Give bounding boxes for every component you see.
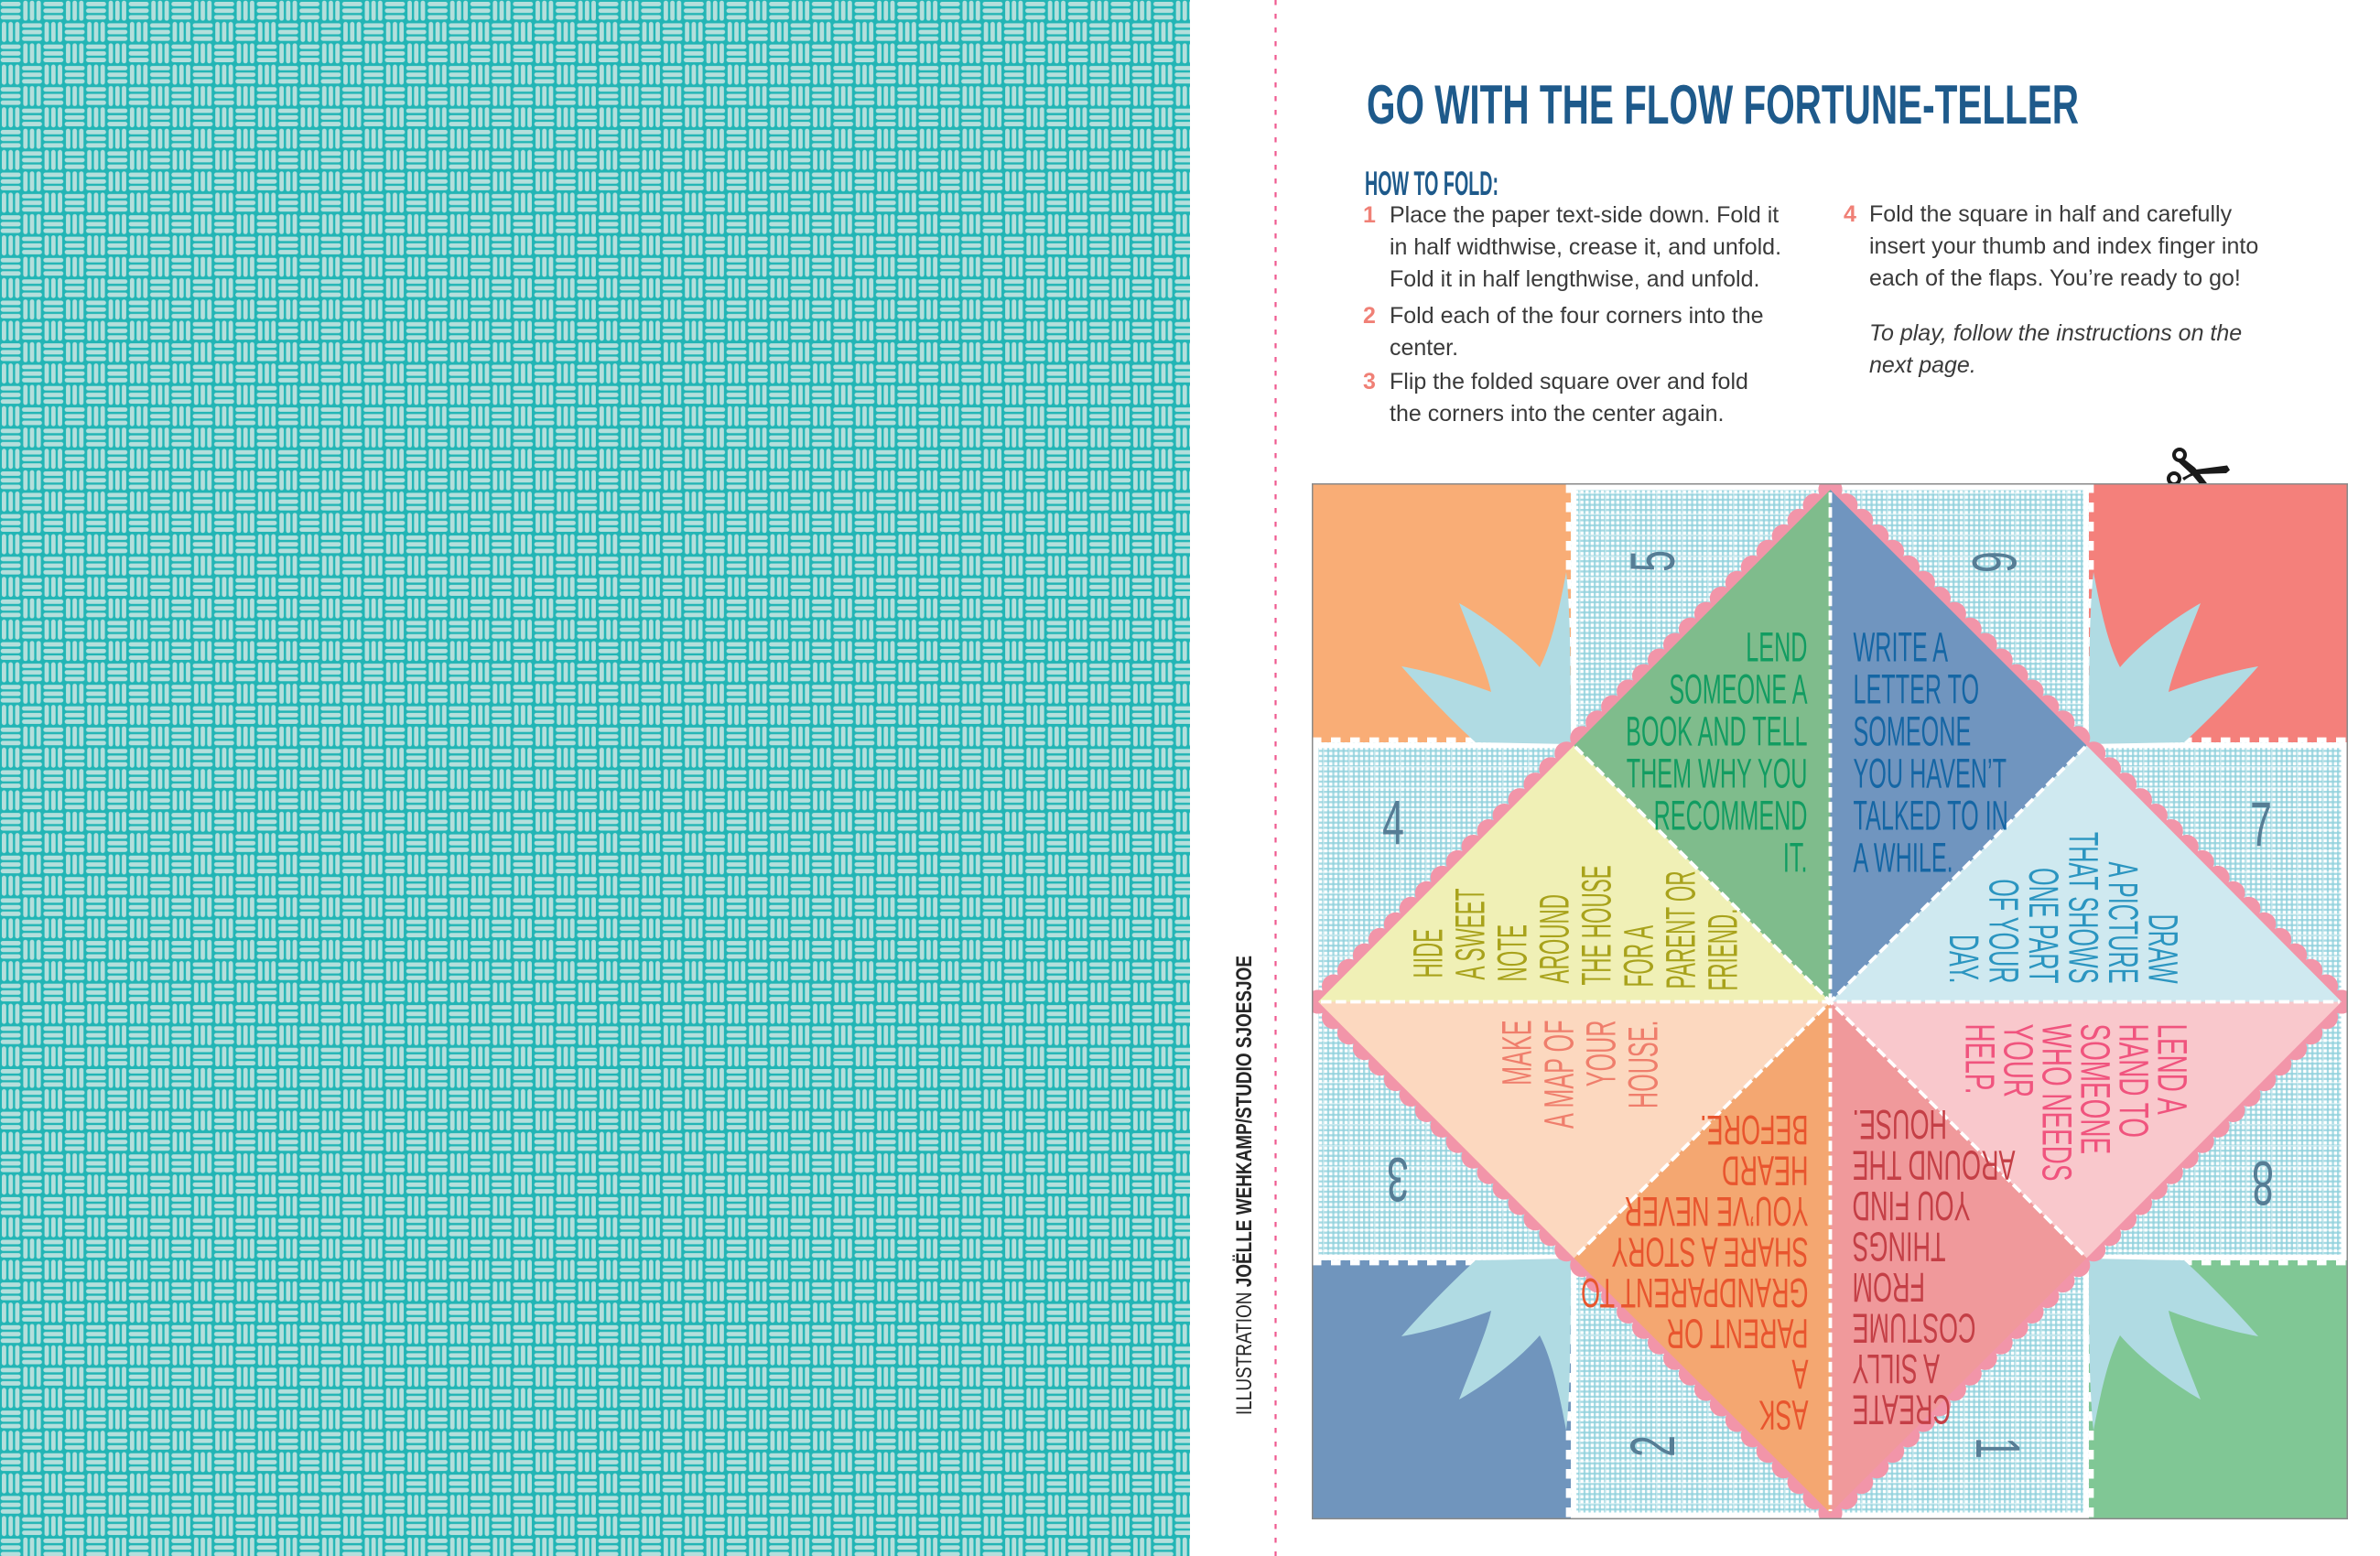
- svg-text:SOMEONE A: SOMEONE A: [1669, 666, 1808, 713]
- svg-text:HOW TO FOLD:: HOW TO FOLD:: [1365, 165, 1498, 202]
- svg-text:SHARE A STORY: SHARE A STORY: [1611, 1229, 1808, 1276]
- svg-text:HIDE: HIDE: [1405, 929, 1452, 978]
- svg-text:BEFORE.: BEFORE.: [1700, 1107, 1808, 1153]
- svg-text:YOU HAVEN’T: YOU HAVEN’T: [1854, 751, 2007, 797]
- svg-text:THE HOUSE: THE HOUSE: [1574, 865, 1620, 985]
- svg-text:A MAP OF: A MAP OF: [1536, 1021, 1583, 1129]
- svg-text:THINGS: THINGS: [1853, 1224, 1946, 1270]
- svg-text:1: 1: [1962, 1437, 2032, 1459]
- svg-text:WRITE A: WRITE A: [1854, 624, 1949, 671]
- svg-text:ASK: ASK: [1758, 1392, 1808, 1439]
- svg-text:AROUND: AROUND: [1531, 894, 1578, 983]
- svg-text:PARENT OR: PARENT OR: [1658, 870, 1704, 989]
- svg-text:SOMEONE: SOMEONE: [1854, 708, 1972, 755]
- svg-text:OF YOUR: OF YOUR: [1981, 879, 2028, 983]
- svg-text:MAKE: MAKE: [1494, 1021, 1541, 1086]
- svg-text:LEND: LEND: [1746, 624, 1807, 671]
- svg-text:AROUND THE: AROUND THE: [1853, 1142, 2016, 1189]
- svg-text:IT.: IT.: [1783, 835, 1808, 881]
- svg-text:A SWEET: A SWEET: [1447, 889, 1494, 980]
- svg-text:7: 7: [2250, 790, 2272, 860]
- svg-text:SOMEONE: SOMEONE: [2072, 1024, 2118, 1155]
- svg-text:A WHILE.: A WHILE.: [1854, 835, 1953, 881]
- svg-text:CREATE: CREATE: [1853, 1387, 1951, 1433]
- svg-text:COSTUME: COSTUME: [1853, 1305, 1976, 1352]
- svg-text:HELP.: HELP.: [1957, 1024, 2003, 1095]
- svg-text:TALKED TO IN: TALKED TO IN: [1854, 793, 2008, 839]
- svg-text:4: 4: [1382, 788, 1404, 859]
- svg-text:HEARD: HEARD: [1722, 1148, 1808, 1194]
- svg-text:8: 8: [2252, 1147, 2274, 1217]
- svg-text:FROM: FROM: [1853, 1264, 1925, 1311]
- svg-text:2: 2: [1618, 1435, 1689, 1457]
- svg-text:6: 6: [1958, 551, 2028, 573]
- svg-text:THEM WHY YOU: THEM WHY YOU: [1627, 751, 1808, 797]
- svg-text:DRAW: DRAW: [2140, 913, 2187, 983]
- svg-text:WHO NEEDS: WHO NEEDS: [2034, 1024, 2080, 1182]
- svg-text:DAY.: DAY.: [1941, 935, 1987, 984]
- svg-text:YOU’VE NEVER: YOU’VE NEVER: [1625, 1188, 1809, 1235]
- svg-text:5: 5: [1618, 550, 1689, 572]
- svg-text:HAND TO: HAND TO: [2111, 1024, 2157, 1138]
- svg-text:HOUSE.: HOUSE.: [1620, 1021, 1667, 1109]
- svg-text:YOU FIND: YOU FIND: [1853, 1183, 1971, 1229]
- svg-text:A SILLY: A SILLY: [1853, 1345, 1941, 1392]
- svg-text:FOR A: FOR A: [1616, 925, 1662, 988]
- svg-text:PARENT OR: PARENT OR: [1667, 1311, 1809, 1357]
- svg-text:FRIEND.: FRIEND.: [1700, 909, 1747, 991]
- svg-text:LETTER TO: LETTER TO: [1854, 666, 1980, 713]
- svg-text:BOOK AND TELL: BOOK AND TELL: [1626, 708, 1807, 755]
- svg-text:RECOMMEND: RECOMMEND: [1654, 793, 1808, 839]
- svg-text:3: 3: [1387, 1143, 1409, 1214]
- svg-text:YOUR: YOUR: [1996, 1024, 2041, 1098]
- svg-text:GO WITH THE FLOW FORTUNE-TELLE: GO WITH THE FLOW FORTUNE-TELLER: [1367, 74, 2079, 135]
- svg-text:HOUSE.: HOUSE.: [1853, 1101, 1947, 1148]
- svg-text:THAT SHOWS: THAT SHOWS: [2061, 832, 2107, 984]
- svg-text:A: A: [1791, 1351, 1808, 1398]
- svg-text:YOUR: YOUR: [1578, 1021, 1625, 1087]
- svg-text:ONE PART: ONE PART: [2020, 868, 2067, 983]
- svg-text:NOTE: NOTE: [1489, 924, 1536, 981]
- svg-text:LEND A: LEND A: [2149, 1024, 2195, 1115]
- svg-text:ILLUSTRATION JOËLLE WEHKAMP/ST: ILLUSTRATION JOËLLE WEHKAMP/STUDIO SJOES…: [1232, 956, 1257, 1415]
- svg-text:A PICTURE: A PICTURE: [2100, 862, 2147, 984]
- svg-text:GRANDPARENT TO: GRANDPARENT TO: [1581, 1270, 1808, 1316]
